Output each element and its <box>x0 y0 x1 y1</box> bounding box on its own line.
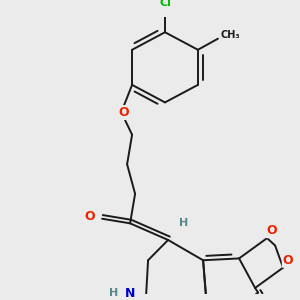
Text: O: O <box>85 210 95 224</box>
Text: O: O <box>119 106 129 119</box>
Text: O: O <box>283 254 293 267</box>
Text: H: H <box>110 289 119 298</box>
Text: H: H <box>179 218 189 228</box>
Text: Cl: Cl <box>159 0 171 8</box>
Text: O: O <box>267 224 278 237</box>
Text: CH₃: CH₃ <box>220 30 240 40</box>
Text: N: N <box>125 287 135 300</box>
